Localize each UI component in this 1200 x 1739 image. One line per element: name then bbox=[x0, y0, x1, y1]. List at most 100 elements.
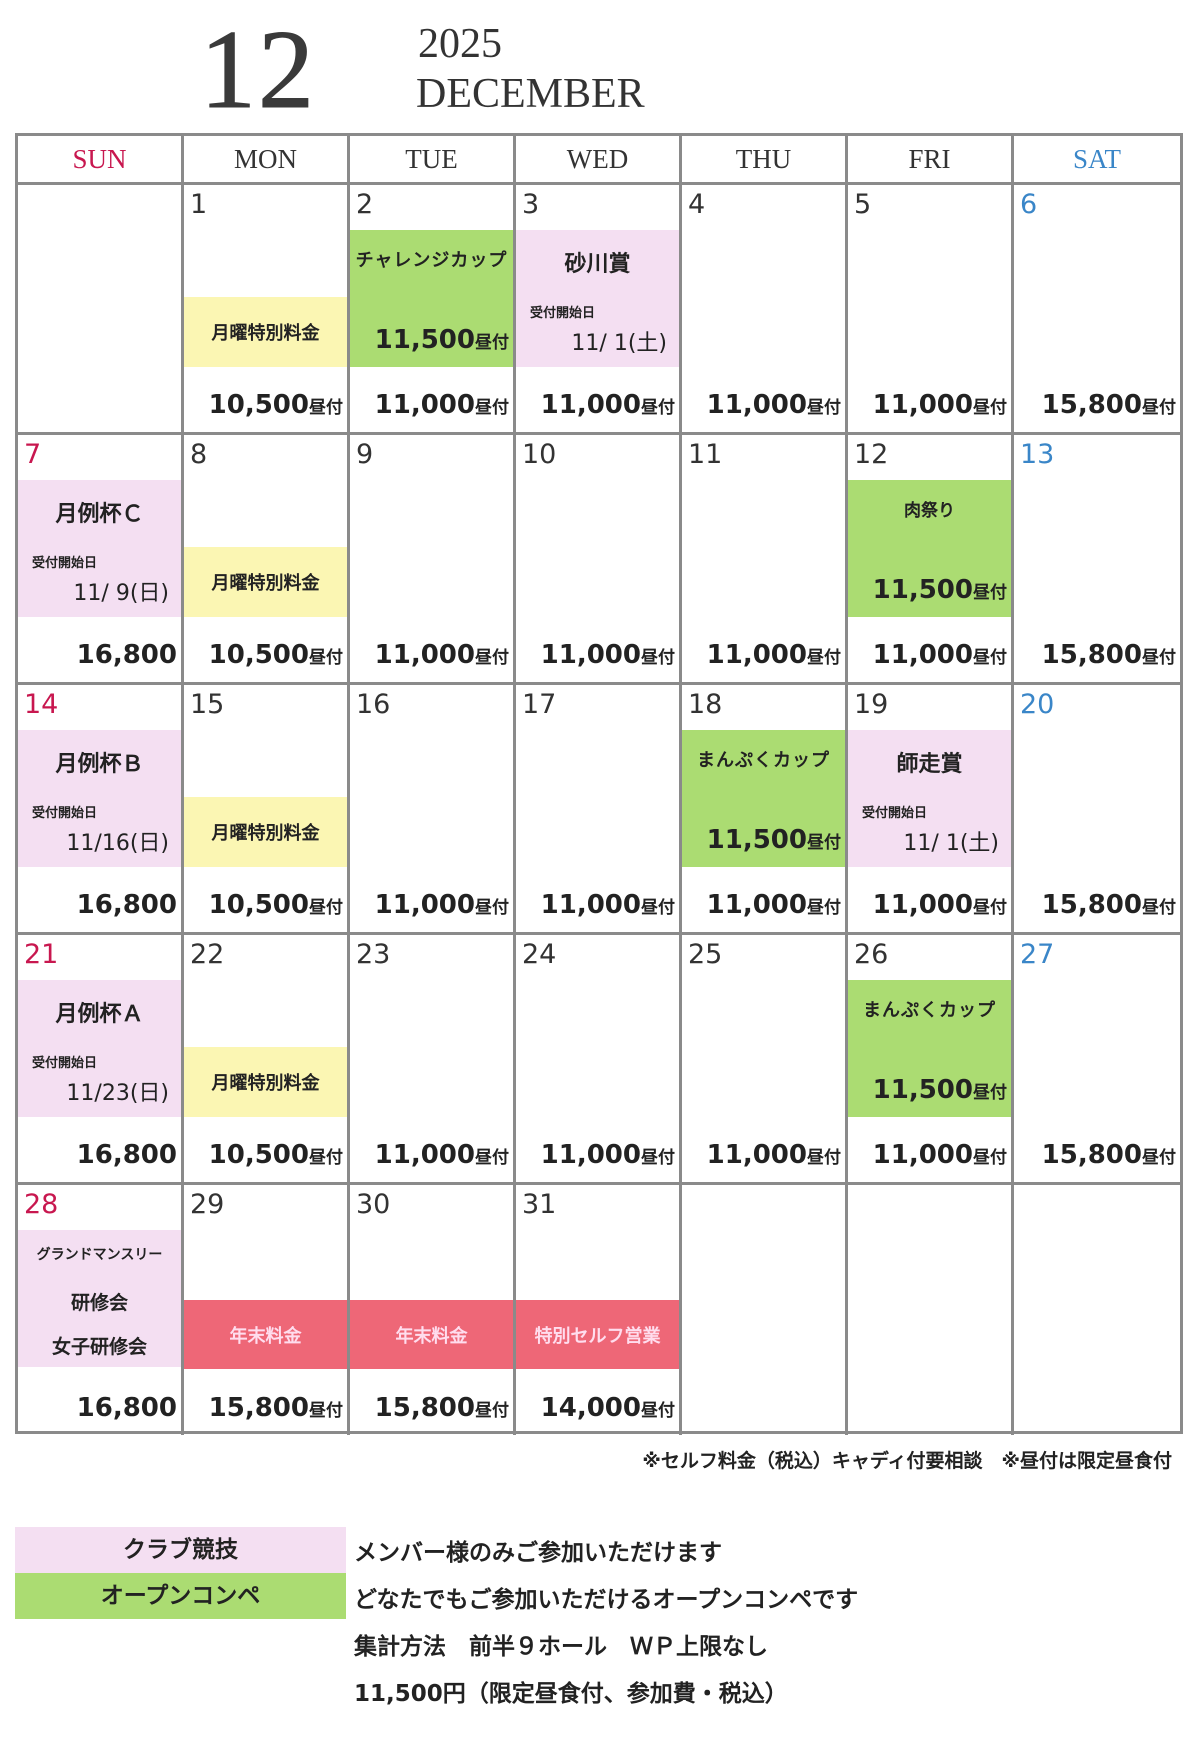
date-number: 20 bbox=[1020, 689, 1055, 720]
day-price-suffix: 昼付 bbox=[309, 1148, 343, 1168]
day-cell bbox=[18, 185, 184, 435]
club-competition-block: グランドマンスリー 研修会 女子研修会 bbox=[18, 1230, 181, 1367]
day-price: 11,000昼付 bbox=[873, 640, 1007, 670]
day-price-suffix: 昼付 bbox=[309, 1401, 343, 1421]
date-number: 14 bbox=[24, 689, 59, 720]
day-price: 15,800昼付 bbox=[1042, 390, 1176, 420]
date-number: 21 bbox=[24, 939, 59, 970]
day-price-suffix: 昼付 bbox=[973, 1148, 1007, 1168]
date-number: 6 bbox=[1020, 189, 1038, 220]
date-number: 24 bbox=[522, 939, 557, 970]
day-cell: 肉祭り 11,500昼付 12 11,000昼付 bbox=[848, 435, 1014, 685]
entry-start-date: 11/16(日) bbox=[66, 831, 169, 856]
day-price-value: 10,500 bbox=[208, 1140, 309, 1170]
date-number: 4 bbox=[688, 189, 706, 220]
date-number: 10 bbox=[522, 439, 557, 470]
month-name: DECEMBER bbox=[416, 71, 645, 117]
entry-start-date: 11/ 9(日) bbox=[73, 581, 169, 606]
day-price-suffix: 昼付 bbox=[309, 398, 343, 418]
day-cell: 月曜特別料金 15 10,500昼付 bbox=[184, 685, 350, 935]
date-number: 29 bbox=[190, 1189, 225, 1220]
date-number: 28 bbox=[24, 1189, 59, 1220]
date-number: 27 bbox=[1020, 939, 1055, 970]
event-price-suffix: 昼付 bbox=[807, 833, 841, 853]
day-cell: 月例杯Ｃ 受付開始日 11/ 9(日) 7 16,800 bbox=[18, 435, 184, 685]
day-cell: 20 15,800昼付 bbox=[1014, 685, 1180, 935]
event-price: 11,500昼付 bbox=[375, 325, 509, 355]
day-cell: 25 11,000昼付 bbox=[682, 935, 848, 1185]
day-cell: グランドマンスリー 研修会 女子研修会 28 16,800 bbox=[18, 1185, 184, 1435]
day-price: 15,800昼付 bbox=[1042, 1140, 1176, 1170]
day-cell: まんぷくカップ 11,500昼付 26 11,000昼付 bbox=[848, 935, 1014, 1185]
day-price: 11,000昼付 bbox=[707, 640, 841, 670]
day-price: 11,000昼付 bbox=[707, 390, 841, 420]
monday-special-block: 月曜特別料金 bbox=[184, 297, 347, 367]
year-end-rate-block: 年末料金 bbox=[350, 1300, 513, 1369]
date-number: 11 bbox=[688, 439, 723, 470]
club-competition-block: 月例杯Ｃ 受付開始日 11/ 9(日) bbox=[18, 480, 181, 617]
day-price: 11,000昼付 bbox=[873, 390, 1007, 420]
monday-special-block: 月曜特別料金 bbox=[184, 1047, 347, 1117]
day-price-suffix: 昼付 bbox=[475, 898, 509, 918]
entry-start-label: 受付開始日 bbox=[32, 1056, 98, 1071]
day-price-value: 10,500 bbox=[208, 640, 309, 670]
day-price-value: 11,000 bbox=[872, 640, 973, 670]
day-cell bbox=[848, 1185, 1014, 1435]
month-number: 12 bbox=[200, 8, 316, 133]
year-end-rate-block: 年末料金 bbox=[184, 1300, 347, 1369]
day-price-value: 16,800 bbox=[76, 890, 177, 920]
day-price-suffix: 昼付 bbox=[475, 1148, 509, 1168]
day-price-value: 16,800 bbox=[76, 1393, 177, 1423]
day-price-suffix: 昼付 bbox=[807, 898, 841, 918]
day-price-value: 16,800 bbox=[76, 1140, 177, 1170]
event-price: 11,500昼付 bbox=[873, 575, 1007, 605]
weekday-header-wed: WED bbox=[516, 136, 682, 185]
day-price-value: 16,800 bbox=[76, 640, 177, 670]
day-price-value: 11,000 bbox=[374, 390, 475, 420]
club-competition-block: 月例杯Ｂ 受付開始日 11/16(日) bbox=[18, 730, 181, 867]
date-number: 12 bbox=[854, 439, 889, 470]
monday-special-block: 月曜特別料金 bbox=[184, 797, 347, 867]
event-price: 11,500昼付 bbox=[707, 825, 841, 855]
day-price-suffix: 昼付 bbox=[641, 1401, 675, 1421]
day-price-value: 11,000 bbox=[540, 890, 641, 920]
day-price-value: 11,000 bbox=[374, 890, 475, 920]
day-price: 15,800昼付 bbox=[1042, 890, 1176, 920]
date-number: 15 bbox=[190, 689, 225, 720]
date-number: 19 bbox=[854, 689, 889, 720]
day-price-suffix: 昼付 bbox=[1142, 398, 1176, 418]
day-cell: まんぷくカップ 11,500昼付 18 11,000昼付 bbox=[682, 685, 848, 935]
day-cell: 年末料金 29 15,800昼付 bbox=[184, 1185, 350, 1435]
event-price-value: 11,500 bbox=[872, 1075, 973, 1105]
date-number: 23 bbox=[356, 939, 391, 970]
open-competition-block: まんぷくカップ 11,500昼付 bbox=[848, 980, 1011, 1117]
day-cell: 4 11,000昼付 bbox=[682, 185, 848, 435]
day-price: 11,000昼付 bbox=[873, 1140, 1007, 1170]
event-price-value: 11,500 bbox=[872, 575, 973, 605]
day-price-suffix: 昼付 bbox=[973, 648, 1007, 668]
price-footnote: ※セルフ料金（税込）キャディ付要相談 ※昼付は限定昼食付 bbox=[642, 1450, 1172, 1472]
day-cell bbox=[682, 1185, 848, 1435]
day-price-value: 11,000 bbox=[872, 390, 973, 420]
day-cell: 17 11,000昼付 bbox=[516, 685, 682, 935]
event-title: チャレンジカップ bbox=[355, 250, 508, 271]
monday-special-block: 月曜特別料金 bbox=[184, 547, 347, 617]
entry-start-label: 受付開始日 bbox=[862, 806, 928, 821]
year-end-rate-block: 特別セルフ営業 bbox=[516, 1300, 679, 1369]
day-price: 10,500昼付 bbox=[209, 890, 343, 920]
event-title: 月例杯Ａ bbox=[55, 1002, 144, 1027]
event-title: 月例杯Ｂ bbox=[55, 752, 144, 777]
event-price-suffix: 昼付 bbox=[475, 333, 509, 353]
day-cell: 9 11,000昼付 bbox=[350, 435, 516, 685]
club-competition-block: 月例杯Ａ 受付開始日 11/23(日) bbox=[18, 980, 181, 1117]
date-number: 2 bbox=[356, 189, 374, 220]
date-number: 18 bbox=[688, 689, 723, 720]
day-cell: チャレンジカップ 11,500昼付 2 11,000 昼付 bbox=[350, 185, 516, 435]
date-number: 13 bbox=[1020, 439, 1055, 470]
entry-start-date: 11/ 1(土) bbox=[903, 831, 999, 856]
weekday-header-sun: SUN bbox=[18, 136, 184, 185]
day-price: 11,000昼付 bbox=[541, 1140, 675, 1170]
day-price-value: 15,800 bbox=[1041, 890, 1142, 920]
day-price-value: 14,000 bbox=[540, 1393, 641, 1423]
day-price-value: 10,500 bbox=[208, 390, 309, 420]
